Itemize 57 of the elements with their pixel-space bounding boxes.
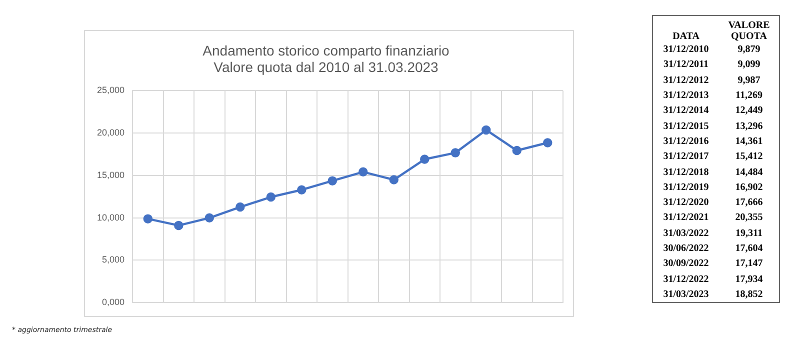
y-tick-label: 25,000 xyxy=(96,85,125,96)
point xyxy=(204,213,214,223)
y-tick-label: 0,000 xyxy=(102,297,125,308)
point xyxy=(266,192,276,202)
point xyxy=(328,176,338,186)
y-tick-label: 5,000 xyxy=(102,254,125,265)
y-tick-label: 15,000 xyxy=(96,170,125,180)
point xyxy=(236,202,245,212)
category-label: 31/12/2020 xyxy=(662,196,710,210)
category-label: 30/09/2022 xyxy=(662,257,710,272)
category-label: 31/12/2017 xyxy=(662,150,710,164)
text: 15,412 xyxy=(735,151,763,162)
point xyxy=(358,167,368,177)
point xyxy=(389,175,399,184)
point xyxy=(143,214,153,224)
text: 17,666 xyxy=(735,197,763,208)
category-label: 31/12/2022 xyxy=(662,272,710,287)
y-tick-label: 20,000 xyxy=(96,127,125,138)
chart-title: Andamento storico comparto finanziario Valore quota dal 2010 al 31.03.2023 xyxy=(202,42,450,76)
category-label: 31/03/2023 xyxy=(662,288,710,302)
category-label: 31/12/2014 xyxy=(662,104,710,118)
category-label: 31/12/2018 xyxy=(662,166,710,180)
category-label: 31/12/2015 xyxy=(662,120,710,134)
text: 19,311 xyxy=(736,228,762,239)
text: VALORE QUOTA xyxy=(727,19,771,42)
point xyxy=(174,220,184,230)
text: 18,852 xyxy=(735,288,763,300)
category-label: 31/12/2019 xyxy=(662,180,710,195)
point xyxy=(420,154,430,164)
point xyxy=(543,138,552,148)
category-label: 31/12/2021 xyxy=(662,211,710,226)
text: 13,296 xyxy=(735,120,763,132)
point xyxy=(482,125,491,135)
category-label: 31/03/2022 xyxy=(662,226,710,241)
point xyxy=(297,185,306,194)
point xyxy=(512,146,522,156)
text: 17,934 xyxy=(735,274,763,285)
text: 16,902 xyxy=(735,182,763,193)
text: 14,361 xyxy=(735,136,763,147)
text: 12,449 xyxy=(735,105,763,116)
text: DATA xyxy=(672,30,700,42)
text: 11,269 xyxy=(736,90,762,102)
text: 20,355 xyxy=(735,212,763,224)
category-label: 30/06/2022 xyxy=(662,242,710,256)
category-label: 31/12/2012 xyxy=(662,74,710,88)
text: 14,484 xyxy=(735,166,763,178)
point xyxy=(450,148,460,158)
text: 9,099 xyxy=(738,59,760,70)
text: 17,147 xyxy=(735,258,763,270)
text: 9,987 xyxy=(738,74,760,86)
category-label: 31/12/2011 xyxy=(662,58,710,72)
text: 17,604 xyxy=(735,243,763,254)
y-tick-label: 10,000 xyxy=(96,212,125,222)
category-label: 31/12/2013 xyxy=(662,89,710,104)
category-label: 31/12/2016 xyxy=(662,134,710,149)
text: 9,879 xyxy=(738,44,760,56)
category-label: 31/12/2010 xyxy=(662,43,710,58)
